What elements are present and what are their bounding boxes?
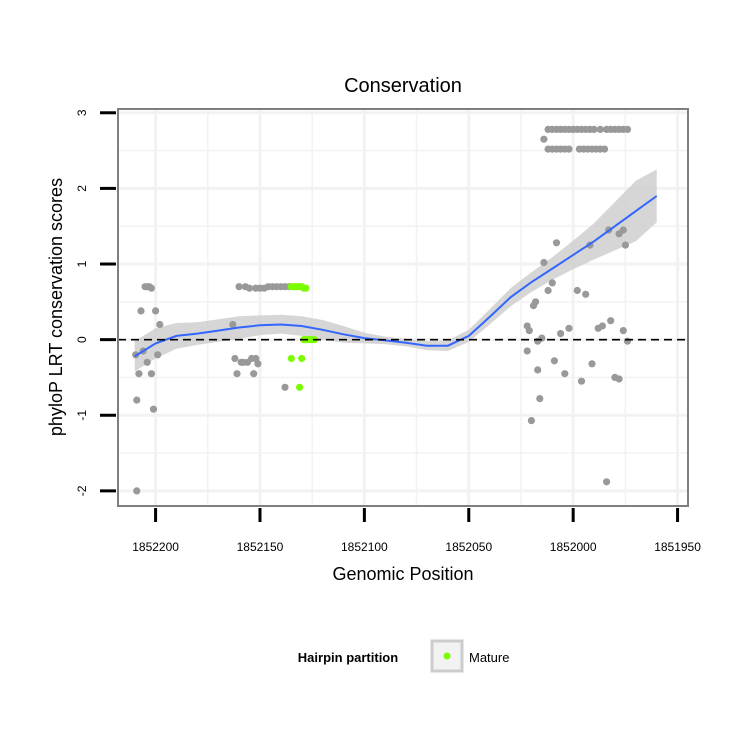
point-other xyxy=(231,354,239,363)
point-other xyxy=(245,284,254,292)
point-other xyxy=(540,258,548,267)
point-other xyxy=(147,284,155,292)
point-other xyxy=(538,334,546,342)
point-other xyxy=(588,360,596,368)
point-other xyxy=(565,145,573,153)
point-other xyxy=(149,405,158,413)
point-other xyxy=(233,370,241,378)
smooth-line xyxy=(134,195,658,358)
x-tick-label: 1852200 xyxy=(132,540,179,554)
point-other xyxy=(552,239,561,247)
panel-border xyxy=(117,108,689,507)
x-tick-label: 1851950 xyxy=(654,540,701,554)
point-other xyxy=(235,283,243,291)
smooth-line-layer xyxy=(134,195,658,358)
confidence-ribbon-layer xyxy=(134,169,657,372)
point-other xyxy=(548,279,556,287)
y-tick-label: 0 xyxy=(75,336,89,343)
point-mature xyxy=(302,284,310,292)
chart-title: Conservation xyxy=(344,75,462,97)
point-other xyxy=(135,370,143,378)
points-layer xyxy=(132,125,632,495)
point-other xyxy=(143,358,151,366)
point-other xyxy=(250,370,258,378)
point-other xyxy=(561,370,569,378)
point-other xyxy=(523,347,531,355)
point-other xyxy=(525,327,533,335)
point-other xyxy=(544,286,552,295)
x-tick-label: 1852100 xyxy=(341,540,388,554)
legend: Hairpin partition Mature xyxy=(298,639,509,673)
point-other xyxy=(603,478,611,486)
point-other xyxy=(534,366,542,374)
point-other xyxy=(154,351,162,359)
point-other xyxy=(527,417,536,425)
x-tick-label: 1852000 xyxy=(550,540,597,554)
y-tick-label: 2 xyxy=(75,185,89,192)
point-other xyxy=(137,307,145,315)
point-other xyxy=(607,317,615,325)
point-other xyxy=(590,125,598,133)
point-other xyxy=(540,135,548,143)
point-other xyxy=(621,241,630,249)
point-mature xyxy=(296,383,304,391)
point-other xyxy=(156,320,164,329)
legend-title: Hairpin partition xyxy=(298,650,398,665)
point-other xyxy=(619,327,627,335)
point-other xyxy=(577,377,586,385)
point-other xyxy=(229,320,237,329)
point-other xyxy=(532,298,540,306)
point-other xyxy=(623,337,632,345)
point-other xyxy=(619,226,627,234)
point-other xyxy=(133,487,141,495)
point-other xyxy=(133,396,141,404)
y-tick-label: 3 xyxy=(75,109,89,116)
point-other xyxy=(573,286,581,295)
y-axis-title: phyloP LRT conservation scores xyxy=(46,178,66,436)
point-other xyxy=(152,307,160,315)
point-other xyxy=(623,125,632,133)
y-tick-label: 1 xyxy=(75,260,89,267)
x-tick-label: 1852150 xyxy=(237,540,284,554)
confidence-ribbon xyxy=(134,169,657,372)
point-other xyxy=(536,395,544,403)
y-tick-label: -2 xyxy=(75,485,89,496)
point-mature xyxy=(298,354,306,363)
point-other xyxy=(582,290,590,298)
point-other xyxy=(565,324,573,332)
point-other xyxy=(281,383,289,391)
x-axis-title: Genomic Position xyxy=(332,564,473,584)
x-axis: 1852200 1852150 1852100 1852050 1852000 18519… xyxy=(132,508,701,554)
y-tick-label: -1 xyxy=(75,410,89,421)
legend-mature-label: Mature xyxy=(469,650,509,665)
point-other xyxy=(615,375,623,383)
point-other xyxy=(600,145,609,153)
point-other xyxy=(550,357,559,365)
point-mature xyxy=(287,354,295,363)
point-other xyxy=(147,370,155,378)
point-other xyxy=(598,322,607,330)
point-other xyxy=(254,360,262,368)
point-other xyxy=(557,330,565,338)
y-axis: -2 -1 0 1 2 3 xyxy=(75,109,116,496)
legend-mature-marker xyxy=(443,652,451,660)
point-other xyxy=(596,125,604,133)
x-tick-label: 1852050 xyxy=(445,540,492,554)
